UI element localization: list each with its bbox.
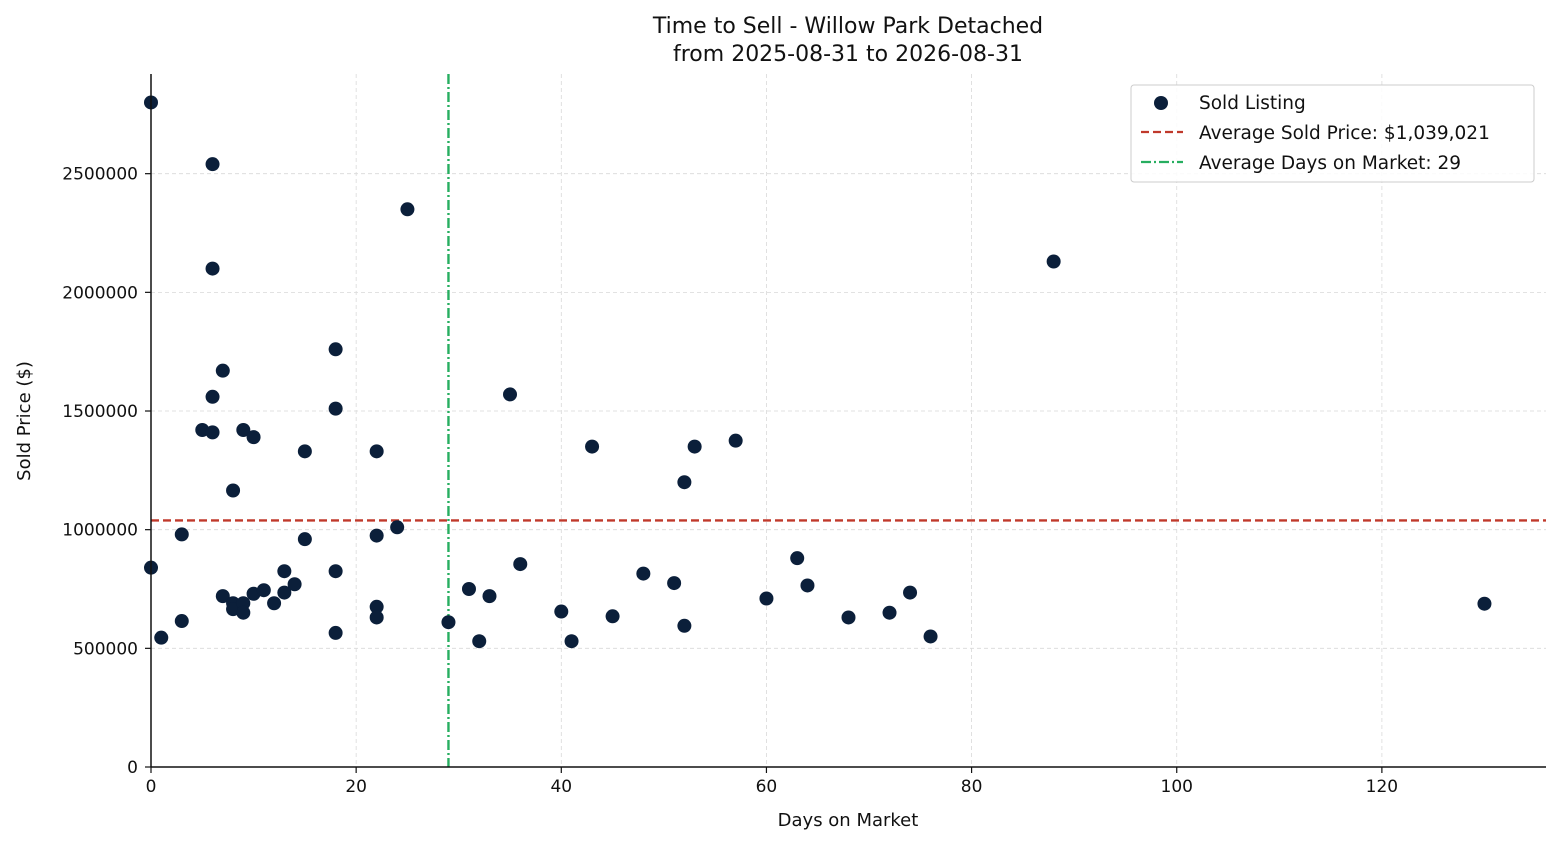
data-point xyxy=(677,618,692,633)
data-point xyxy=(328,342,343,357)
legend-marker-sold-listing xyxy=(1154,96,1168,110)
data-point xyxy=(390,520,405,535)
data-point xyxy=(554,604,569,619)
y-tick-label: 1000000 xyxy=(62,521,138,541)
x-tick-label: 60 xyxy=(756,777,778,797)
data-point xyxy=(174,527,189,542)
legend-label-sold-listing: Sold Listing xyxy=(1199,93,1306,114)
grid-lines xyxy=(150,74,1546,768)
data-point xyxy=(215,589,230,604)
data-point xyxy=(841,610,856,625)
y-tick-label: 2000000 xyxy=(62,283,138,303)
data-point xyxy=(369,599,384,614)
x-axis-label: Days on Market xyxy=(778,810,919,831)
data-point xyxy=(277,585,292,600)
x-tick-label: 40 xyxy=(550,777,572,797)
data-point xyxy=(903,585,918,600)
x-tick-label: 0 xyxy=(146,777,157,797)
y-axis-label: Sold Price ($) xyxy=(14,361,35,481)
data-point xyxy=(1477,596,1492,611)
data-point xyxy=(205,425,220,440)
data-point xyxy=(154,630,169,645)
data-point xyxy=(636,566,651,581)
data-point xyxy=(482,589,497,604)
y-tick-label: 0 xyxy=(127,758,138,778)
data-point xyxy=(205,157,220,172)
legend-label-average-days-on-market: Average Days on Market: 29 xyxy=(1199,153,1461,174)
data-point xyxy=(513,557,528,572)
data-point xyxy=(667,576,682,591)
data-point xyxy=(236,422,251,437)
axes xyxy=(145,74,1546,773)
y-tick-label: 2500000 xyxy=(62,165,138,185)
x-tick-label: 100 xyxy=(1161,777,1193,797)
data-point xyxy=(585,439,600,454)
data-point xyxy=(267,596,282,611)
data-point xyxy=(923,629,938,644)
y-tick-label: 1500000 xyxy=(62,402,138,422)
data-point xyxy=(277,564,292,579)
data-point xyxy=(328,564,343,579)
legend-box xyxy=(1130,84,1535,183)
data-point xyxy=(461,582,476,597)
data-point xyxy=(246,430,261,445)
data-point xyxy=(472,634,487,649)
x-tick-label: 80 xyxy=(961,777,983,797)
chart-title: Time to Sell - Willow Park Detached xyxy=(652,14,1043,39)
data-point xyxy=(503,387,518,402)
data-point xyxy=(605,609,620,624)
chart-subtitle: from 2025-08-31 to 2026-08-31 xyxy=(673,42,1023,67)
data-point xyxy=(297,532,312,547)
legend-label-average-sold-price: Average Sold Price: $1,039,021 xyxy=(1199,123,1490,144)
data-point xyxy=(400,202,415,217)
reference-lines xyxy=(151,74,1546,767)
data-point xyxy=(287,577,302,592)
data-point xyxy=(226,483,241,498)
data-point xyxy=(297,444,312,459)
legend: Sold Listing Average Sold Price: $1,039,… xyxy=(1130,84,1535,183)
data-point xyxy=(369,444,384,459)
data-point xyxy=(790,551,805,566)
data-point xyxy=(369,610,384,625)
data-point xyxy=(369,528,384,543)
data-point xyxy=(328,401,343,416)
data-point xyxy=(728,433,743,448)
data-point xyxy=(882,605,897,620)
data-point xyxy=(800,578,815,593)
data-point xyxy=(205,389,220,404)
data-point xyxy=(328,625,343,640)
data-point xyxy=(677,475,692,490)
data-point xyxy=(256,583,271,598)
data-point xyxy=(236,605,251,620)
data-point xyxy=(215,363,230,378)
data-point xyxy=(687,439,702,454)
data-points xyxy=(144,95,1492,649)
data-point xyxy=(174,614,189,629)
data-point xyxy=(1046,254,1061,269)
data-point xyxy=(564,634,579,649)
data-point xyxy=(205,261,220,276)
tick-labels: 0 20 40 60 80 100 120 0 500000 1000000 1500000 2000… xyxy=(62,165,1398,797)
y-tick-label: 500000 xyxy=(73,639,138,659)
data-point xyxy=(441,615,456,630)
x-tick-label: 20 xyxy=(345,777,367,797)
data-point xyxy=(759,591,774,606)
x-tick-label: 120 xyxy=(1366,777,1398,797)
